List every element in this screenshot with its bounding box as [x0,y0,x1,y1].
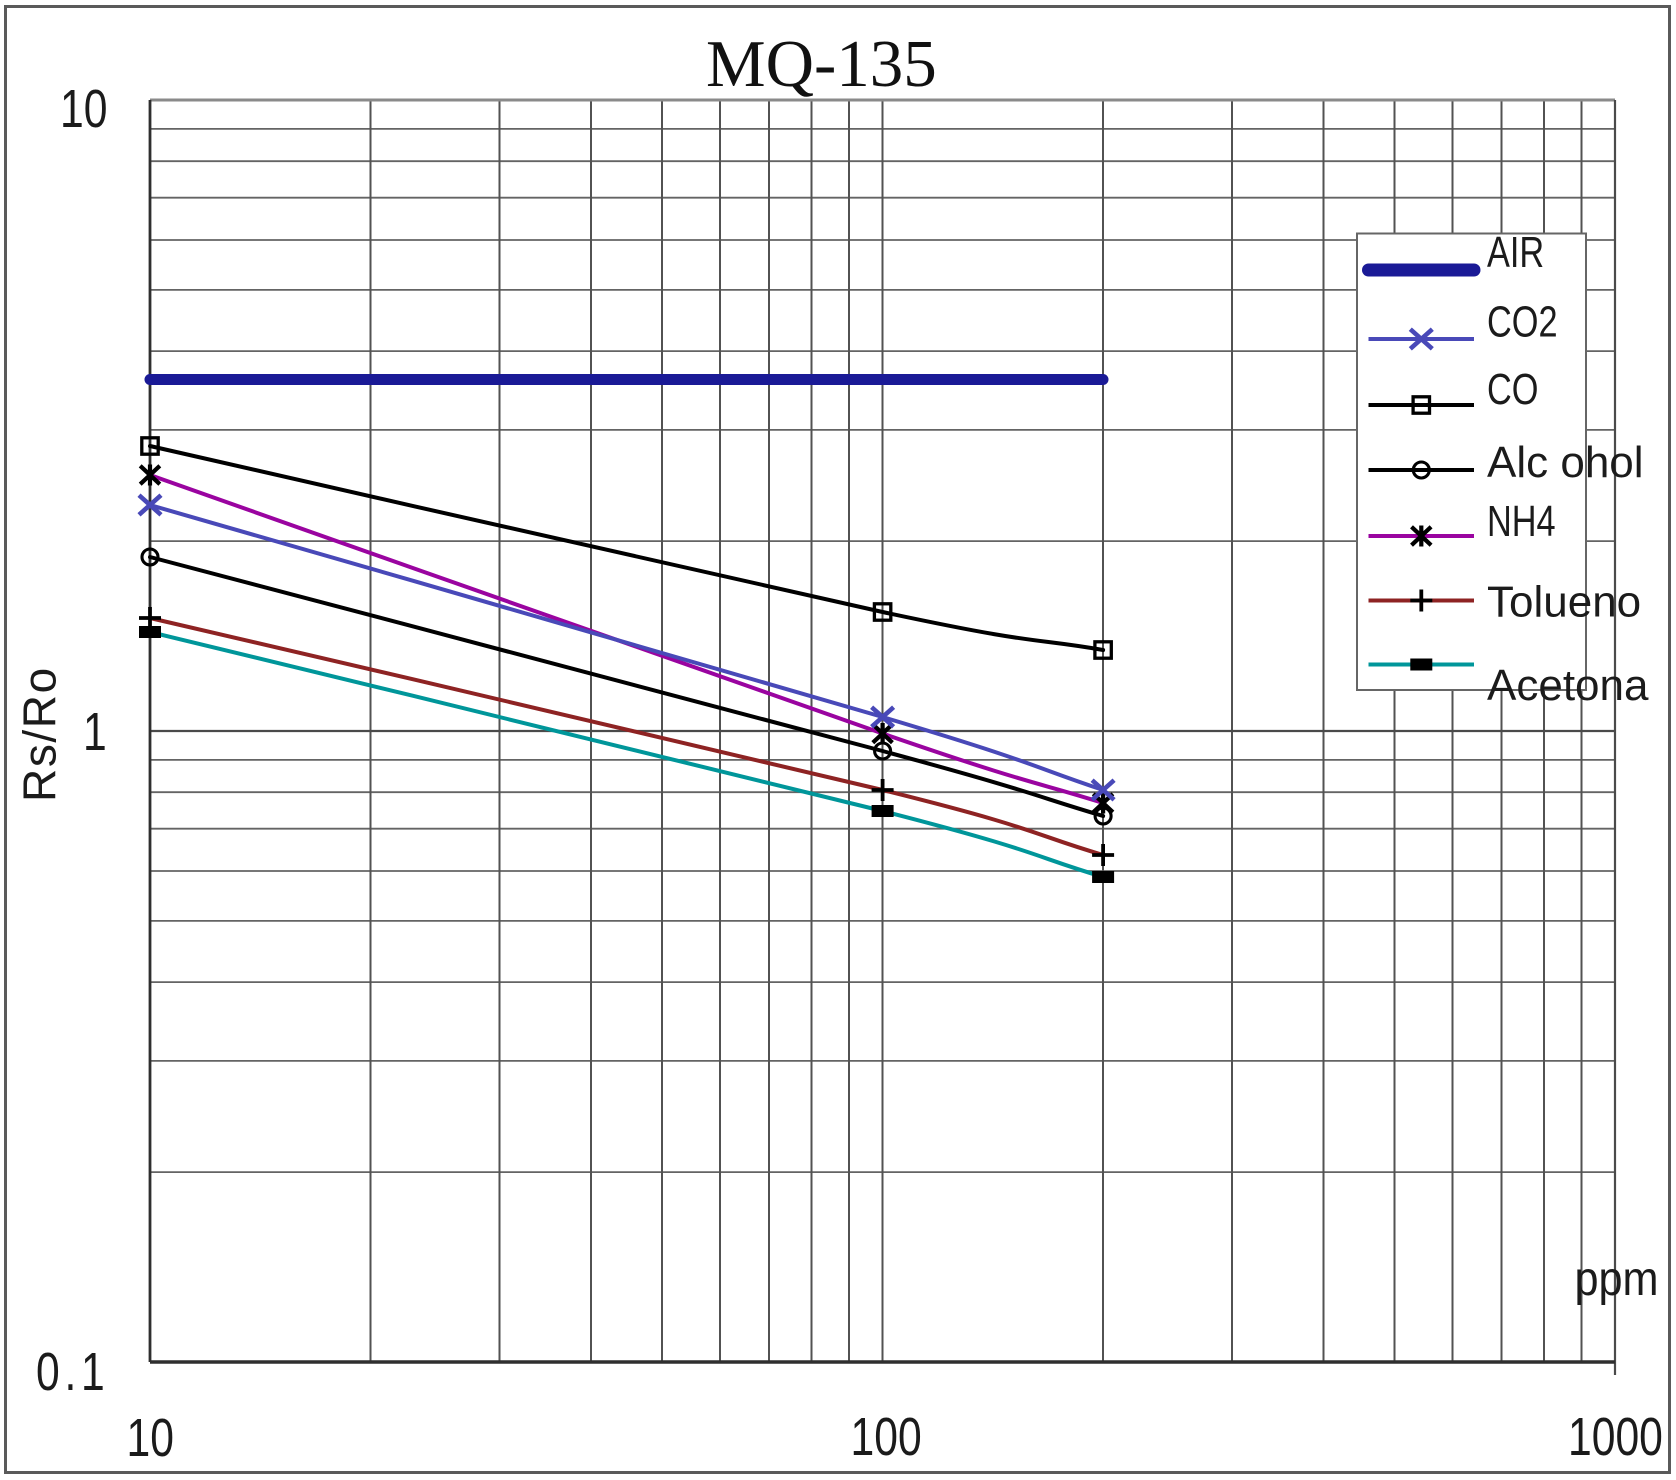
svg-text:0.1: 0.1 [36,1342,110,1402]
svg-text:Tolueno: Tolueno [1487,578,1641,627]
svg-text:CO: CO [1487,365,1538,414]
svg-text:Acetona: Acetona [1487,661,1649,710]
svg-text:1000: 1000 [1568,1407,1663,1467]
svg-text:1: 1 [83,702,107,762]
svg-text:ppm: ppm [1575,1252,1659,1306]
svg-text:Rs/Ro: Rs/Ro [14,666,66,802]
svg-text:Alc ohol: Alc ohol [1487,438,1644,487]
svg-text:MQ-135: MQ-135 [706,27,937,101]
svg-text:AIR: AIR [1487,228,1544,277]
svg-text:10: 10 [60,79,107,139]
svg-text:CO2: CO2 [1487,297,1558,346]
svg-text:100: 100 [851,1407,922,1467]
svg-text:10: 10 [127,1408,174,1468]
svg-text:NH4: NH4 [1487,497,1556,546]
